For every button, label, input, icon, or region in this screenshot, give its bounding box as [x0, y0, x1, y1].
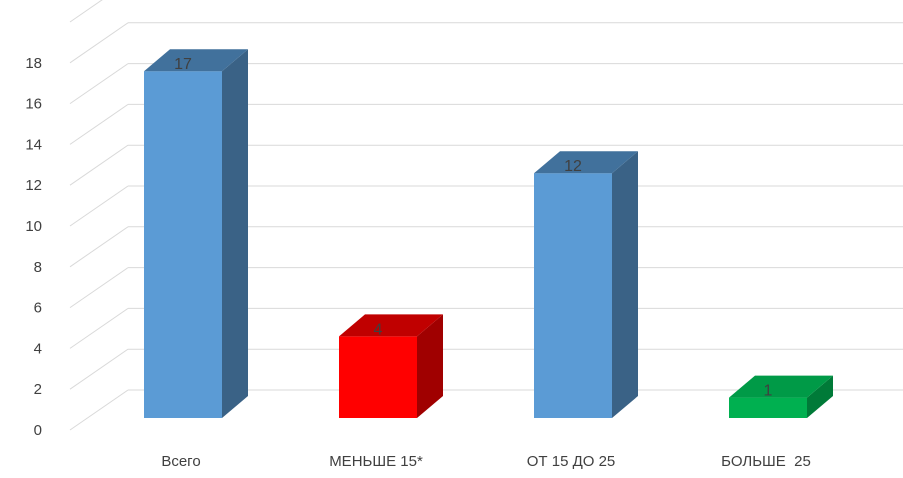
category-label: МЕНЬШЕ 15*	[329, 453, 423, 470]
gridline-side	[69, 185, 129, 227]
gridline-side	[69, 22, 129, 64]
category-labels: Всего МЕНЬШЕ 15* ОТ 15 ДО 25 БОЛЬШЕ 25	[161, 453, 810, 470]
bar-front	[339, 336, 417, 418]
gridline-side	[69, 103, 129, 145]
data-labels: 17 4 12 1	[174, 56, 772, 399]
bar-front	[534, 173, 612, 418]
y-tick-label: 4	[34, 340, 42, 357]
bar-side	[417, 314, 443, 418]
gridline-side	[69, 63, 129, 105]
gridlines	[69, 0, 903, 431]
category-label: БОЛЬШЕ 25	[721, 453, 811, 470]
y-tick-label: 6	[34, 300, 42, 317]
gridline-side	[69, 389, 129, 431]
y-tick-label: 18	[25, 55, 42, 72]
category-label: ОТ 15 ДО 25	[527, 453, 616, 470]
y-axis-ticks: 0 2 4 6 8 10 12 14 16 18	[25, 55, 42, 439]
gridline-side	[69, 267, 129, 309]
y-tick-label: 8	[34, 259, 42, 276]
bar-front	[144, 71, 222, 418]
bar-top	[729, 375, 833, 398]
bar-side	[807, 375, 833, 418]
bar-top	[144, 49, 248, 72]
bar-top	[534, 151, 638, 174]
gridline-side	[69, 226, 129, 268]
bar-side	[222, 49, 248, 418]
gridline-side	[69, 144, 129, 186]
gridline-side	[69, 307, 129, 349]
data-label: 1	[764, 383, 773, 400]
data-label: 12	[564, 158, 582, 175]
category-label: Всего	[161, 453, 200, 470]
bar-top	[339, 314, 443, 337]
y-tick-label: 10	[25, 218, 42, 235]
gridline-side	[69, 348, 129, 390]
bar-front	[729, 397, 807, 418]
data-label: 17	[174, 56, 192, 73]
bars	[144, 49, 833, 418]
y-tick-label: 0	[34, 422, 42, 439]
y-tick-label: 12	[25, 177, 42, 194]
data-label: 4	[374, 321, 383, 338]
y-tick-label: 14	[25, 136, 42, 153]
bar-side	[612, 151, 638, 418]
y-tick-label: 16	[25, 96, 42, 113]
y-tick-label: 2	[34, 381, 42, 398]
gridline-side	[69, 0, 103, 23]
